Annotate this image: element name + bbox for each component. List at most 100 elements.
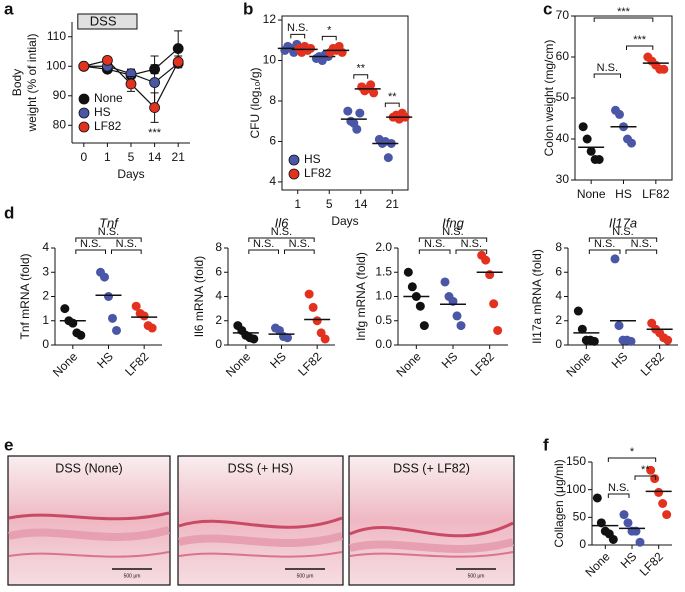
tissue-layer [349, 538, 515, 553]
significance-label: N.S. [424, 238, 445, 250]
significance-label: *** [148, 127, 162, 139]
data-point [343, 106, 353, 116]
data-point [646, 465, 656, 475]
x-tick-label: HS [94, 349, 116, 371]
legend-label: LF82 [304, 166, 332, 180]
significance-label: N.S. [461, 238, 482, 250]
data-point [663, 335, 673, 345]
y-tick-label: 10 [263, 53, 277, 67]
significance-label: * [327, 24, 332, 36]
significance-bracket [588, 249, 621, 254]
treatment-bar [77, 13, 138, 30]
y-tick-label: 2 [215, 313, 222, 327]
chart-title: Ifng [442, 215, 464, 230]
x-tick-label: None [583, 549, 613, 579]
x-tick-label: LF82 [468, 349, 497, 378]
panel-letter: a [4, 0, 14, 18]
y-tick-label: 1.0 [375, 289, 392, 303]
data-point [589, 336, 599, 346]
significance-label: N.S. [287, 22, 308, 34]
data-point [102, 54, 113, 66]
x-tick-label: None [577, 187, 606, 201]
legend-label: None [94, 91, 123, 105]
tissue-layer [8, 526, 171, 541]
data-point [366, 80, 376, 90]
y-tick-label: 50 [573, 510, 587, 524]
significance-bracket [75, 237, 142, 242]
significance-bracket [284, 249, 315, 254]
tissue-layer [349, 551, 514, 558]
significance-bracket [593, 73, 621, 78]
chart-title: Il17a [609, 215, 637, 230]
y-tick-label: 0 [555, 337, 562, 351]
y-axis-label: CFU (log₁₀/g) [248, 67, 262, 138]
significance-label: N.S. [253, 238, 274, 250]
x-tick-label: HS [609, 349, 631, 371]
y-tick-label: 1.5 [375, 264, 392, 278]
x-tick-label: 5 [326, 197, 333, 211]
data-point [149, 77, 161, 88]
y-tick-label: 0 [215, 337, 222, 351]
y-tick-label: 0 [579, 537, 586, 551]
y-tick-label: 4 [215, 289, 222, 303]
x-tick-label: None [223, 349, 253, 379]
data-point [172, 56, 184, 68]
significance-label: N.S. [116, 238, 137, 250]
data-point [586, 146, 596, 156]
significance-label: N.S. [289, 238, 310, 250]
y-axis-label: Tnf mRNA (fold) [18, 253, 32, 339]
y-tick-label: 8 [555, 240, 562, 254]
data-point [654, 487, 664, 497]
x-tick-label: 1 [294, 197, 301, 211]
data-point [125, 78, 137, 90]
significance-label: N.S. [597, 62, 618, 74]
data-point [594, 155, 604, 164]
y-tick-label: 50 [556, 90, 570, 104]
panel-letter: e [4, 435, 13, 454]
data-point [337, 47, 347, 57]
x-tick-label: HS [267, 349, 289, 371]
x-tick-label: 21 [172, 150, 186, 164]
data-point [407, 282, 417, 292]
legend-marker [78, 93, 90, 105]
y-tick-label: 70 [556, 8, 570, 22]
x-tick-label: None [50, 349, 80, 379]
data-point [635, 537, 645, 547]
legend-label: HS [94, 105, 111, 119]
data-point [626, 336, 636, 346]
y-tick-label: 6 [555, 264, 562, 278]
x-tick-label: LF82 [638, 349, 667, 378]
scale-label: 500 μm [468, 573, 485, 579]
significance-label: *** [617, 6, 631, 18]
significance-label: N.S. [612, 226, 633, 238]
data-point [112, 325, 121, 335]
image-title: DSS (+ HS) [228, 461, 294, 475]
y-tick-label: 90 [53, 88, 67, 102]
treatment-label: DSS [90, 13, 117, 28]
data-point [623, 518, 633, 528]
significance-bracket [384, 102, 400, 108]
y-axis-label: Il6 mRNA (fold) [192, 256, 206, 337]
y-tick-label: 0.5 [375, 313, 392, 327]
y-tick-label: 100 [566, 482, 586, 496]
data-point [577, 324, 587, 334]
y-axis-label: Il17a mRNA (fold) [530, 249, 544, 344]
data-point [108, 313, 117, 323]
significance-bracket [353, 74, 369, 79]
chart-title: Tnf [99, 215, 119, 230]
y-axis-label: Colon weight (mg/cm) [542, 40, 556, 157]
x-tick-label: 14 [354, 197, 368, 211]
x-axis-label: Days [331, 214, 358, 228]
data-point [440, 277, 450, 287]
significance-bracket [290, 33, 306, 39]
y-tick-label: 8 [215, 240, 222, 254]
data-point [592, 493, 602, 503]
significance-bracket [75, 249, 106, 254]
significance-label: N.S. [594, 238, 615, 250]
data-point [481, 255, 491, 265]
x-tick-label: 5 [128, 150, 135, 164]
data-point [355, 108, 365, 118]
data-point [283, 333, 292, 343]
data-point [615, 109, 624, 119]
data-point [308, 302, 318, 312]
